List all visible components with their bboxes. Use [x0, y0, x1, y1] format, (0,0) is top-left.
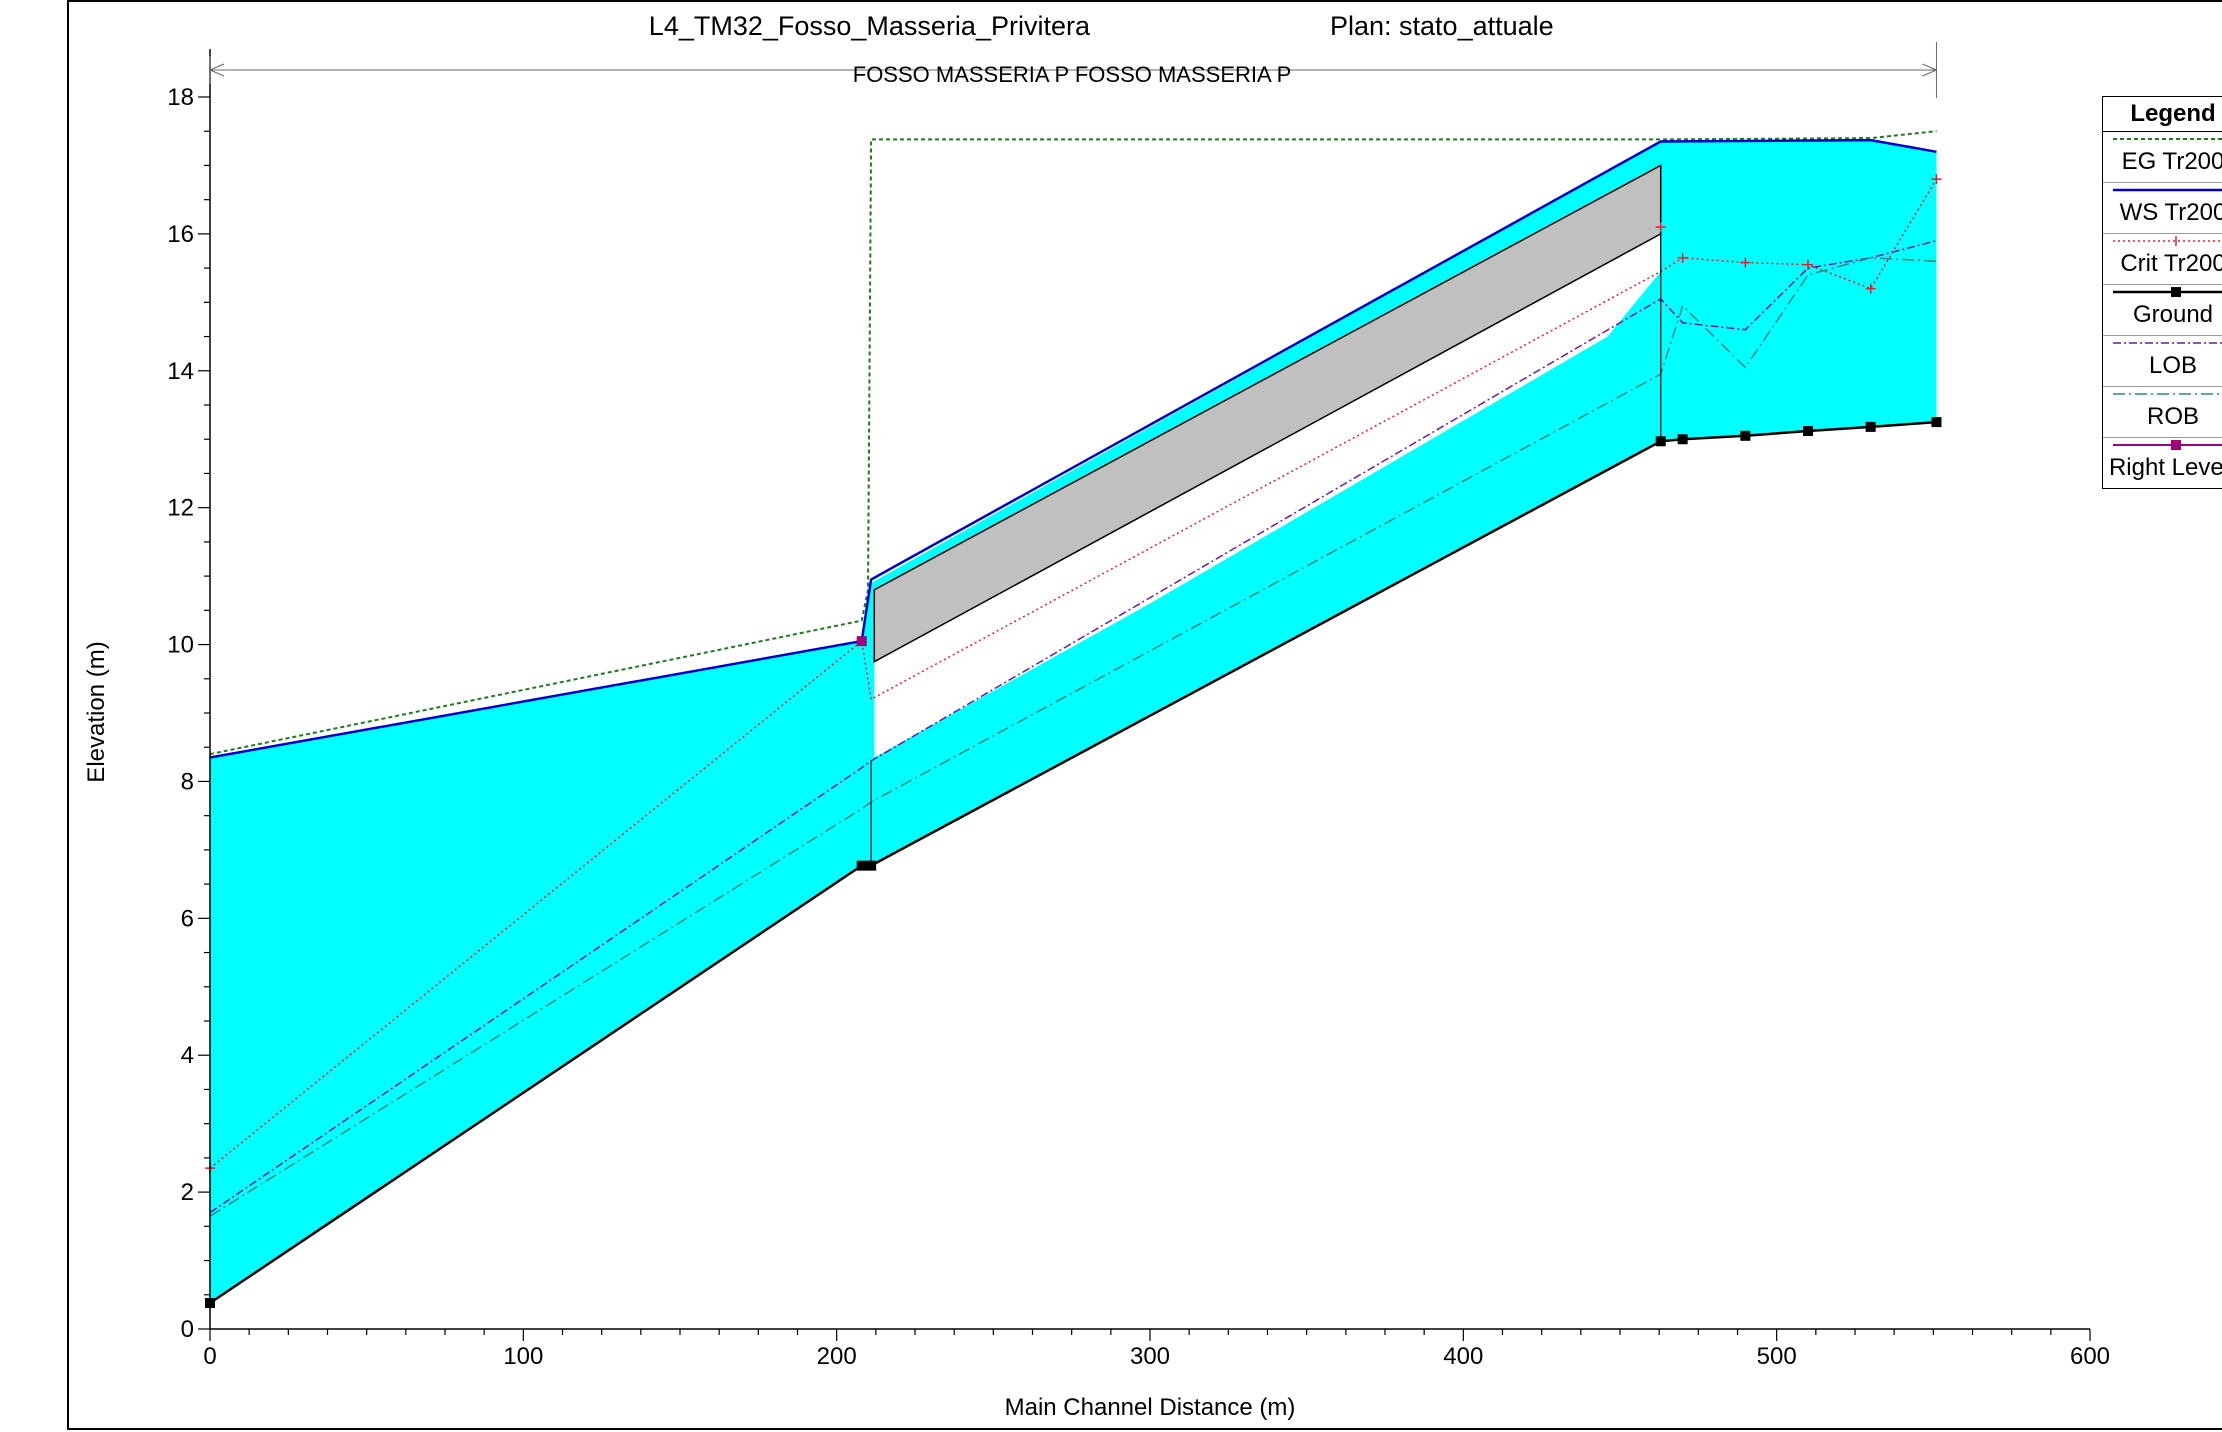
legend-swatch	[2113, 393, 2222, 395]
right-levee-marker	[856, 636, 867, 647]
legend-item-ground: Ground	[2103, 285, 2222, 336]
series-lob-line	[209, 239, 1937, 1214]
legend-item-crit: Crit Tr200	[2103, 234, 2222, 285]
y-tick-label: 14	[167, 358, 194, 385]
x-tick-label: 500	[1757, 1343, 1797, 1370]
legend-swatch	[2113, 287, 2222, 297]
x-tick-label: 200	[817, 1343, 857, 1370]
crit-marker	[1740, 257, 1751, 268]
ground-marker	[866, 860, 877, 871]
x-tick-label: 100	[503, 1343, 543, 1370]
legend-item-eg: EG Tr200	[2103, 132, 2222, 183]
x-tick-label: 600	[2070, 1343, 2110, 1370]
legend-label: ROB	[2146, 403, 2199, 430]
x-tick-label: 0	[203, 1343, 216, 1370]
y-tick-label: 0	[181, 1316, 194, 1343]
y-tick-label: 8	[181, 768, 194, 795]
chart-frame	[67, 0, 2222, 1430]
legend-item-levee: Right Levee	[2103, 438, 2222, 488]
legend-label: WS Tr200	[2119, 199, 2222, 226]
reach-start-arrow	[208, 63, 225, 77]
legend-item-lob: LOB	[2103, 336, 2222, 387]
chart-title: L4_TM32_Fosso_Masseria_Privitera	[649, 11, 1091, 41]
y-tick-label: 6	[181, 905, 194, 932]
ground-marker	[1803, 426, 1813, 437]
ground-marker	[1655, 436, 1666, 447]
legend-label: Right Levee	[2108, 454, 2222, 481]
reach-label: FOSSO MASSERIA P FOSSO MASSERIA P	[853, 62, 1292, 87]
legend-label: Crit Tr200	[2120, 250, 2222, 277]
legend-title: Legend	[2103, 97, 2222, 132]
culvert-structure	[873, 164, 1662, 663]
x-axis-label: Main Channel Distance (m)	[1005, 1394, 1296, 1421]
ground-marker	[1931, 417, 1942, 428]
ground-marker	[1677, 434, 1688, 445]
legend: Legend EG Tr200 WS Tr200 Crit Tr200 Ground L…	[2102, 96, 2222, 489]
x-tick-label: 400	[1443, 1343, 1483, 1370]
series-ws-line	[209, 138, 1937, 759]
y-axis-label: Elevation (m)	[83, 641, 110, 782]
series-eg-line	[209, 130, 1937, 756]
crit-marker	[1655, 222, 1666, 233]
series-rob-line	[209, 257, 1937, 1217]
y-tick-label: 10	[167, 632, 194, 659]
plot-area	[205, 130, 1942, 1308]
ground-marker	[856, 860, 867, 871]
y-tick-label: 16	[167, 221, 194, 248]
axes: 0 100 200 300 400 500 600 0 2 4 6 8 10 12 14 16 18	[167, 42, 2110, 1370]
legend-swatch	[2113, 440, 2222, 450]
y-tick-label: 2	[181, 1179, 194, 1206]
crit-marker	[1865, 283, 1876, 294]
legend-label: Ground	[2132, 301, 2214, 328]
y-tick-label: 18	[167, 84, 194, 111]
legend-item-rob: ROB	[2103, 387, 2222, 438]
y-tick-label: 12	[167, 495, 194, 522]
chart-plan: Plan: stato_attuale	[1330, 11, 1554, 41]
culvert-void	[874, 233, 1661, 758]
y-tick-label: 4	[181, 1042, 194, 1069]
legend-swatch	[2113, 342, 2222, 344]
reach-end-arrow	[1922, 63, 1938, 77]
crit-marker	[1803, 259, 1813, 270]
crit-marker	[1677, 252, 1688, 263]
legend-label: EG Tr200	[2121, 148, 2222, 175]
legend-label: LOB	[2148, 352, 2198, 379]
legend-swatch	[2113, 236, 2222, 246]
crit-marker	[1931, 174, 1942, 185]
legend-swatch	[2113, 188, 2222, 192]
ground-marker	[1740, 430, 1751, 441]
legend-swatch	[2113, 138, 2222, 140]
x-tick-label: 300	[1130, 1343, 1170, 1370]
legend-item-ws: WS Tr200	[2103, 183, 2222, 234]
ground-marker	[1865, 421, 1876, 432]
